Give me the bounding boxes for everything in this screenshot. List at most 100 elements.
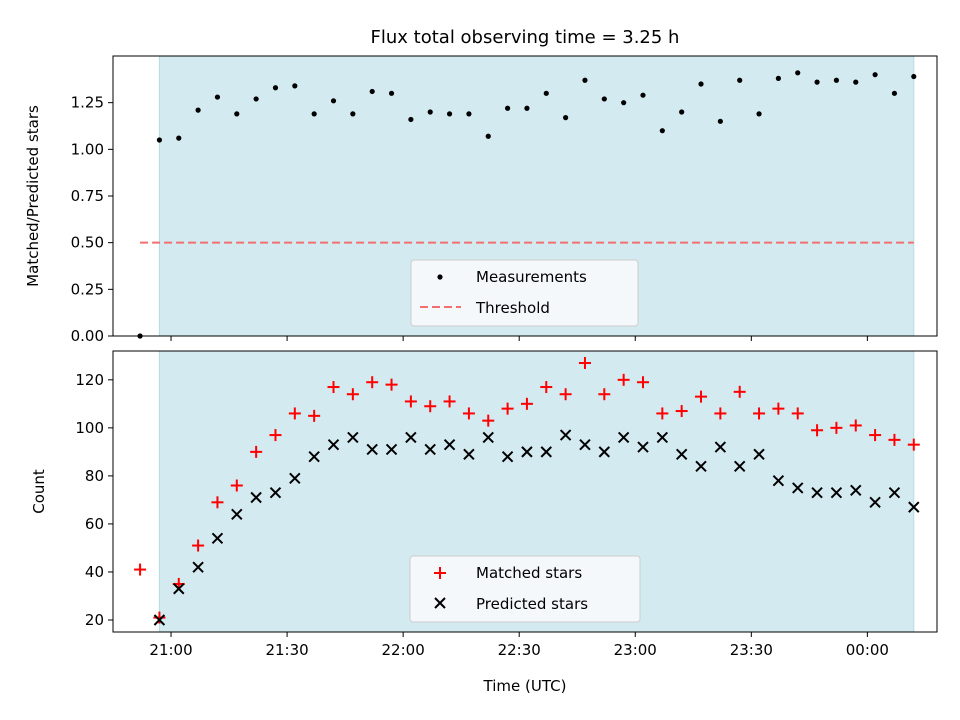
measurement-point (234, 111, 240, 117)
matched-star-point (540, 381, 553, 394)
predicted-star-point (579, 438, 591, 451)
x-tick-label: 21:30 (265, 641, 308, 659)
predicted-star-point (501, 450, 514, 463)
predicted-star-point (192, 561, 204, 573)
measurement-point (214, 94, 221, 100)
matched-star-point (714, 407, 727, 420)
measurement-point (176, 135, 182, 141)
measurement-point (891, 90, 898, 96)
legend-marker-predicted (434, 597, 446, 609)
bottom-legend: Matched stars Predicted stars (409, 555, 641, 623)
predicted-star-point (250, 491, 262, 504)
predicted-star-point (888, 486, 901, 499)
x-tick-label: 21:00 (149, 641, 192, 659)
x-tick-label: 00:00 (846, 641, 889, 659)
measurement-point (814, 79, 820, 85)
measurement-point (292, 83, 298, 89)
predicted-star-point (521, 446, 533, 458)
measurement-point (311, 111, 317, 117)
measurement-point (408, 116, 414, 123)
predicted-star-point (850, 484, 862, 497)
matched-star-point (250, 445, 263, 458)
predicted-star-point (695, 460, 707, 472)
measurement-point (679, 109, 685, 115)
predicted-star-point (792, 482, 804, 494)
bottom-x-axis-ticks: 21:00 21:30 22:00 22:30 23:00 23:30 00:00 (149, 632, 889, 659)
matched-star-point (288, 407, 301, 420)
predicted-star-point (908, 501, 920, 513)
predicted-star-point (540, 446, 552, 458)
matched-star-point (772, 402, 785, 415)
legend-marker-matched (434, 567, 446, 579)
measurement-point (582, 77, 588, 83)
matched-star-points (134, 357, 920, 624)
predicted-star-point (269, 486, 282, 499)
matched-star-point (617, 373, 630, 386)
matched-star-point (907, 438, 920, 451)
top-legend: Measurements Threshold (410, 259, 639, 327)
y-tick-label: 0.50 (71, 234, 104, 252)
y-tick-label: 1.00 (71, 140, 104, 158)
predicted-star-point (559, 429, 572, 441)
predicted-star-point (482, 431, 494, 444)
matched-star-point (578, 357, 591, 370)
matched-star-point (443, 395, 456, 408)
predicted-star-point (733, 460, 746, 472)
predicted-star-point (753, 448, 765, 460)
measurement-point (853, 79, 859, 85)
x-tick-label: 22:30 (498, 641, 541, 659)
matched-star-point (520, 397, 533, 410)
bottom-legend-box (409, 555, 641, 623)
matched-star-point (462, 407, 475, 420)
measurement-point (601, 96, 607, 102)
measurement-point (698, 81, 704, 87)
y-tick-label: 1.25 (71, 94, 104, 112)
predicted-star-points (153, 429, 920, 626)
measurement-point (659, 128, 665, 134)
top-x-axis-ticks (170, 336, 868, 341)
legend-marker-measurements (437, 274, 443, 280)
y-tick-label: 100 (75, 419, 104, 437)
matched-star-point (192, 539, 205, 552)
predicted-star-point (327, 438, 340, 451)
measurement-point (388, 90, 395, 96)
y-tick-label: 0.75 (71, 187, 104, 205)
matched-star-point (482, 414, 495, 427)
matched-star-point (153, 611, 166, 624)
measurement-point (543, 90, 549, 96)
matched-star-point (695, 390, 708, 403)
matched-star-point (385, 378, 398, 391)
measurement-point (737, 77, 743, 83)
predicted-star-point (385, 443, 398, 456)
matched-star-point (656, 407, 669, 420)
matched-star-point (134, 563, 147, 576)
matched-star-point (269, 429, 282, 442)
predicted-star-point (463, 448, 475, 460)
top-legend-box (410, 259, 639, 327)
predicted-star-point (675, 448, 688, 460)
measurement-point (195, 107, 201, 113)
measurement-point (427, 109, 433, 115)
legend-label-matched: Matched stars (476, 564, 582, 582)
matched-star-point (791, 407, 804, 420)
measurement-point (485, 133, 491, 139)
bottom-panel: 20 40 60 80 100 120 21:00 21:30 22:00 22:30 23:00… (30, 350, 938, 695)
matched-star-point (675, 405, 688, 418)
predicted-star-point (347, 431, 359, 444)
y-tick-label: 120 (75, 371, 104, 389)
matched-star-point (888, 433, 901, 446)
matched-star-point (636, 376, 649, 389)
measurement-points (137, 70, 917, 339)
measurement-point (717, 118, 723, 124)
predicted-star-point (714, 441, 727, 453)
matched-star-point (559, 388, 572, 401)
predicted-star-point (211, 532, 224, 545)
predicted-star-point (424, 443, 436, 456)
matched-star-point (366, 376, 379, 389)
matched-star-point (346, 388, 359, 401)
chart-title: Flux total observing time = 3.25 h (371, 27, 680, 48)
y-tick-label: 20 (85, 611, 104, 629)
measurement-point (466, 111, 472, 117)
predicted-star-point (772, 474, 785, 487)
x-tick-label: 23:30 (730, 641, 773, 659)
